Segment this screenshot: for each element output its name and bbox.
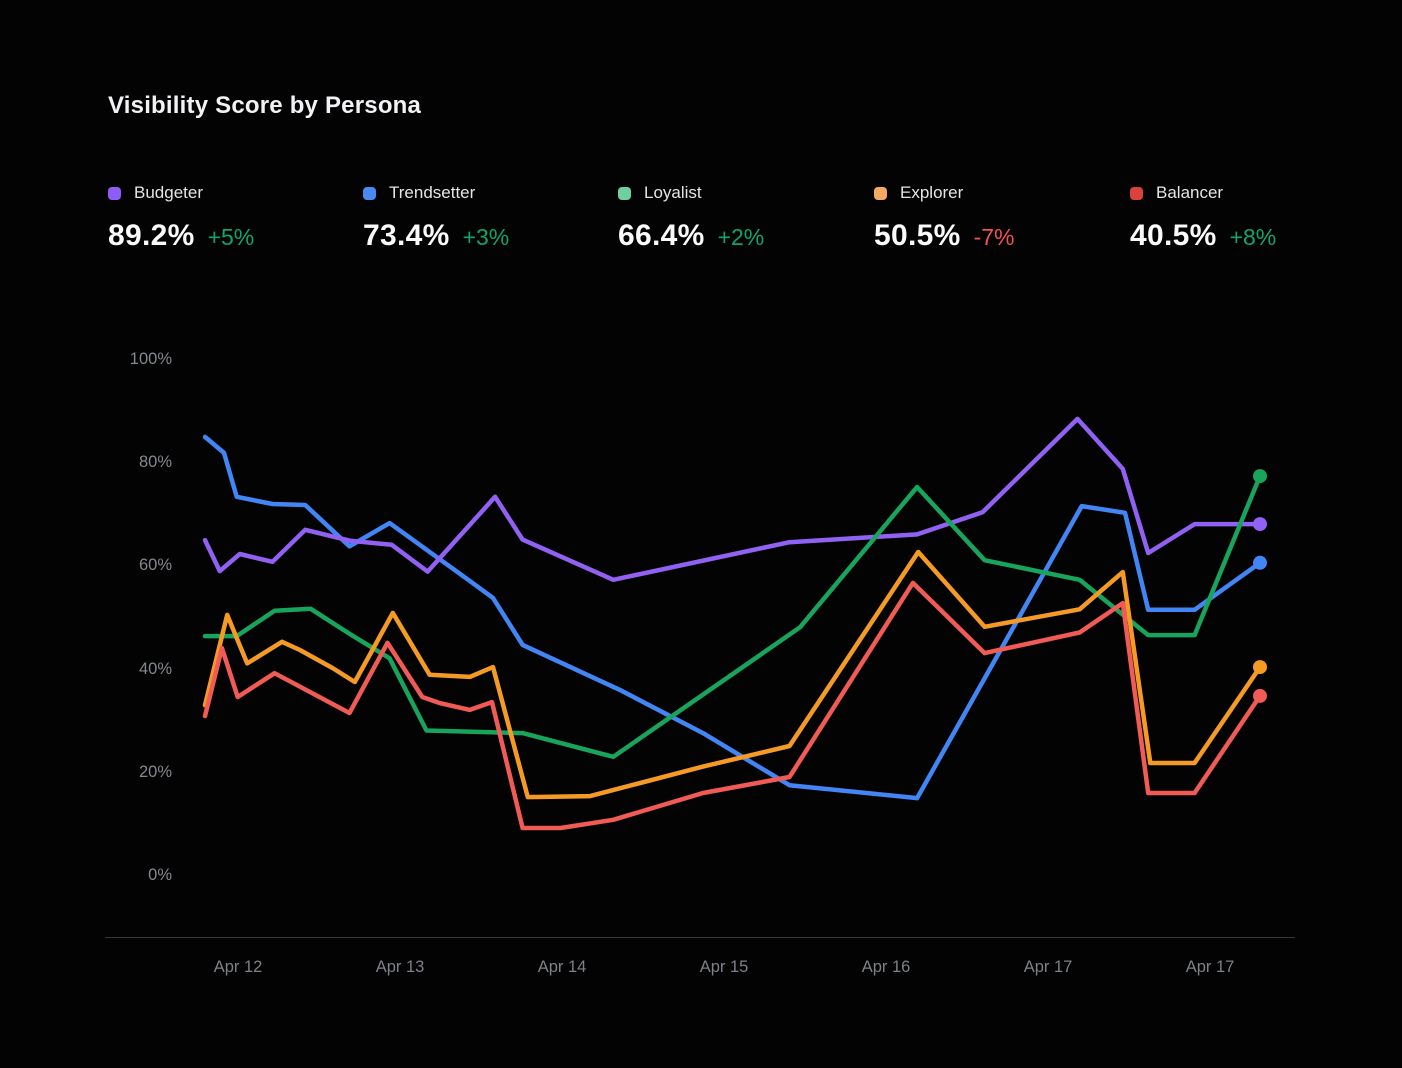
metric-value-trendsetter: 73.4% (363, 219, 450, 252)
metric-change-budgeter: +5% (207, 224, 255, 250)
metric-change-balancer: +8% (1229, 224, 1277, 250)
metric-value-balancer: 40.5% (1130, 219, 1217, 252)
metric-value-explorer: 50.5% (874, 219, 961, 252)
line-budgeter (202, 416, 1263, 583)
line-trendsetter (202, 434, 1263, 801)
y-tick-100: 100% (129, 350, 172, 368)
line-balancer (202, 580, 1263, 831)
x-tick-apr17a: Apr 17 (1023, 958, 1073, 976)
end-dot-balancer (1253, 688, 1267, 703)
end-dot-budgeter (1253, 517, 1267, 532)
metric-change-trendsetter: +3% (462, 224, 510, 250)
page-title: Visibility Score by Persona (108, 92, 422, 119)
end-dot-loyalist (1253, 469, 1267, 484)
legend-item-balancer[interactable]: Balancer 40.5% +8% (1130, 182, 1380, 253)
metric-value-budgeter: 89.2% (108, 219, 195, 252)
y-tick-80: 80% (138, 453, 172, 471)
y-tick-60: 60% (138, 556, 172, 574)
x-tick-apr14: Apr 14 (537, 958, 587, 976)
x-tick-apr17b: Apr 17 (1185, 958, 1235, 976)
legend-swatch-trendsetter (363, 186, 376, 200)
legend-item-explorer[interactable]: Explorer 50.5% -7% (874, 182, 1124, 253)
legend-swatch-explorer (874, 186, 887, 200)
legend-item-trendsetter[interactable]: Trendsetter 73.4% +3% (363, 182, 613, 253)
legend-label-trendsetter: Trendsetter (389, 183, 476, 202)
x-tick-apr15: Apr 15 (699, 958, 749, 976)
y-tick-40: 40% (138, 660, 172, 678)
legend-label-budgeter: Budgeter (134, 183, 203, 202)
legend-label-loyalist: Loyalist (644, 183, 702, 202)
y-tick-20: 20% (138, 763, 172, 781)
metric-change-explorer: -7% (973, 224, 1015, 250)
legend-item-budgeter[interactable]: Budgeter 89.2% +5% (108, 182, 358, 253)
line-explorer (202, 549, 1263, 800)
legend-swatch-budgeter (108, 186, 121, 200)
x-tick-apr12: Apr 12 (213, 958, 263, 976)
end-dot-trendsetter (1253, 555, 1267, 570)
metric-change-loyalist: +2% (717, 224, 765, 250)
legend-swatch-loyalist (618, 186, 631, 200)
end-dot-explorer (1253, 660, 1267, 675)
legend-label-balancer: Balancer (1156, 183, 1224, 202)
x-tick-apr13: Apr 13 (375, 958, 425, 976)
x-axis-line (105, 937, 1295, 938)
legend-item-loyalist[interactable]: Loyalist 66.4% +2% (618, 182, 868, 253)
legend-swatch-balancer (1130, 186, 1143, 200)
x-tick-apr16: Apr 16 (861, 958, 911, 976)
metric-value-loyalist: 66.4% (618, 219, 705, 252)
y-tick-0: 0% (148, 866, 172, 884)
legend-label-explorer: Explorer (900, 183, 964, 202)
